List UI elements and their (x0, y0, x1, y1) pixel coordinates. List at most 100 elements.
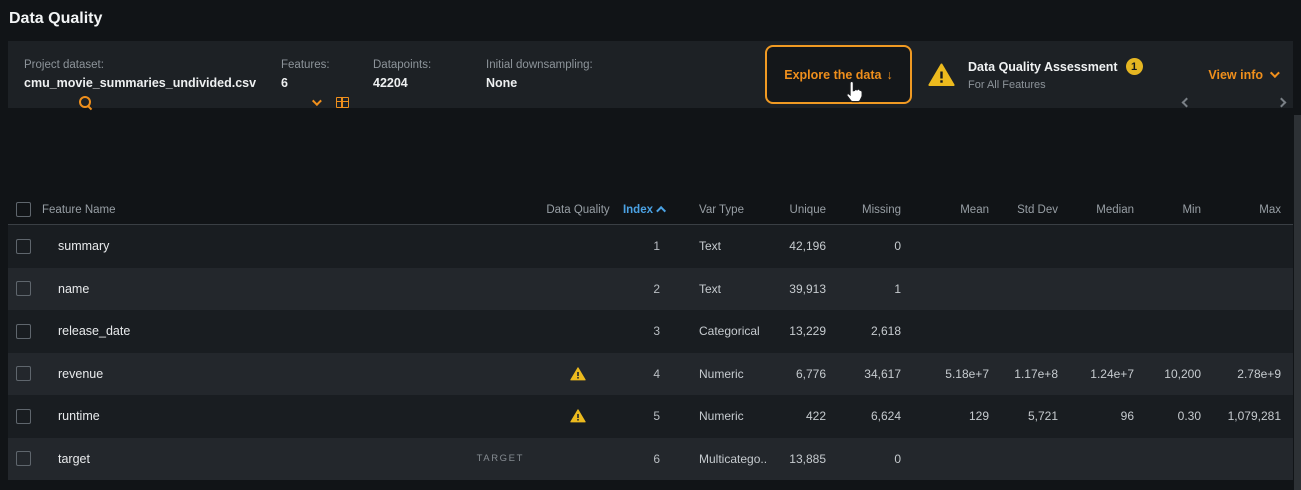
median-value: 1.24e+7 (1090, 366, 1134, 381)
missing-value: 0 (894, 451, 901, 466)
table-row[interactable]: release_date 3 Categorical 13,229 2,618 (8, 310, 1293, 353)
unique-value: 422 (805, 409, 826, 424)
data-quality-cell (538, 367, 618, 381)
unique-value: 13,229 (789, 324, 826, 339)
missing-value: 0 (894, 239, 901, 254)
row-checkbox[interactable] (16, 323, 31, 339)
field-value: 42204 (373, 76, 408, 90)
missing-value: 1 (894, 281, 901, 296)
assessment-subtitle: For All Features (968, 79, 1046, 91)
field-value: 6 (281, 76, 288, 90)
col-mean[interactable]: Mean (960, 203, 989, 216)
unique-value: 13,885 (789, 451, 826, 466)
assessment-count-badge: 1 (1125, 58, 1143, 75)
table-body: summary 1 Text 42,196 0 name (8, 225, 1293, 480)
var-type-value: Multicatego... (699, 451, 768, 466)
unique-value: 39,913 (789, 281, 826, 296)
col-feature-name[interactable]: Feature Name (42, 203, 116, 216)
search-icon (78, 95, 92, 109)
table-header-row: Feature Name Data Quality Index Var Type… (8, 195, 1293, 225)
field-downsampling: Initial downsampling: None (486, 59, 646, 90)
data-quality-assessment: Data Quality Assessment 1 For All Featur… (928, 41, 1143, 108)
table-row[interactable]: runtime 5 Numeric 422 6,624 129 5,721 96… (8, 395, 1293, 438)
missing-value: 2,618 (870, 324, 901, 339)
col-unique[interactable]: Unique (789, 203, 826, 216)
field-label: Datapoints: (373, 59, 432, 71)
max-value: 2.78e+9 (1237, 366, 1281, 381)
feature-name: release_date (58, 324, 131, 339)
field-label: Project dataset: (24, 59, 104, 71)
missing-value: 34,617 (864, 366, 901, 381)
mean-value: 129 (968, 409, 989, 424)
col-median[interactable]: Median (1096, 203, 1134, 216)
index-value: 2 (653, 281, 660, 296)
missing-value: 6,624 (870, 409, 901, 424)
vertical-scrollbar[interactable] (1294, 115, 1301, 490)
index-value: 1 (653, 239, 660, 254)
feature-name: summary (58, 239, 110, 254)
select-all-checkbox[interactable] (16, 202, 31, 217)
table-row[interactable]: summary 1 Text 42,196 0 (8, 225, 1293, 268)
median-value: 96 (1120, 409, 1134, 424)
warning-triangle-icon (570, 367, 586, 381)
row-checkbox[interactable] (16, 408, 31, 424)
max-value: 1,079,281 (1227, 409, 1281, 424)
field-features: Features: 6 (281, 59, 373, 90)
col-missing[interactable]: Missing (862, 203, 901, 216)
var-type-value: Text (699, 281, 722, 296)
std-dev-value: 5,721 (1027, 409, 1058, 424)
warning-triangle-icon (928, 63, 955, 87)
sort-ascending-icon (656, 205, 667, 216)
row-checkbox[interactable] (16, 238, 31, 254)
row-checkbox[interactable] (16, 451, 31, 467)
row-checkbox[interactable] (16, 281, 31, 297)
field-label: Features: (281, 59, 330, 71)
feature-name: target (58, 451, 90, 466)
var-type-value: Text (699, 239, 722, 254)
col-min[interactable]: Min (1182, 203, 1201, 216)
unique-value: 42,196 (789, 239, 826, 254)
col-var-type[interactable]: Var Type (699, 203, 744, 216)
mean-value: 5.18e+7 (945, 366, 989, 381)
col-data-quality[interactable]: Data Quality (546, 203, 610, 216)
field-label: Initial downsampling: (486, 59, 593, 71)
col-std-dev[interactable]: Std Dev (1017, 203, 1058, 216)
assessment-text: Data Quality Assessment 1 For All Featur… (968, 58, 1143, 91)
table-grid-icon (335, 96, 349, 108)
row-checkbox[interactable] (16, 366, 31, 382)
field-value: cmu_movie_summaries_undivided.csv (24, 76, 257, 90)
dataset-fields: Project dataset: cmu_movie_summaries_und… (8, 59, 646, 90)
chevron-down-icon (1269, 68, 1280, 79)
var-type-value: Numeric (699, 366, 744, 381)
index-value: 6 (653, 451, 660, 466)
down-arrow-icon: ↓ (886, 67, 893, 82)
feature-table: Feature Name Data Quality Index Var Type… (8, 195, 1293, 480)
warning-triangle-icon (570, 409, 586, 423)
index-value: 5 (653, 409, 660, 424)
view-info-label: View info (1208, 67, 1263, 82)
explore-button-label: Explore the data (784, 67, 882, 82)
table-row[interactable]: target TARGET 6 Multicatego... 13,885 0 (8, 437, 1293, 480)
index-value: 4 (653, 366, 660, 381)
field-project-dataset: Project dataset: cmu_movie_summaries_und… (24, 59, 281, 90)
unique-value: 6,776 (795, 366, 826, 381)
explore-the-data-button[interactable]: Explore the data ↓ (765, 45, 912, 104)
page-title: Data Quality (9, 10, 103, 27)
index-value: 3 (653, 324, 660, 339)
target-tag: TARGET (476, 453, 524, 465)
view-info-button[interactable]: View info (1208, 41, 1280, 108)
dataset-summary-panel: Project dataset: cmu_movie_summaries_und… (8, 41, 1293, 108)
table-row[interactable]: name 2 Text 39,913 1 (8, 267, 1293, 310)
col-max[interactable]: Max (1259, 203, 1281, 216)
data-quality-cell (538, 409, 618, 423)
col-index-label: Index (622, 203, 653, 216)
col-index-sorted[interactable]: Index (618, 204, 676, 216)
table-row[interactable]: revenue 4 Numeric 6,776 34,617 5.18e+7 1… (8, 352, 1293, 395)
feature-name: revenue (58, 366, 104, 381)
assessment-title: Data Quality Assessment (968, 59, 1118, 74)
std-dev-value: 1.17e+8 (1014, 366, 1058, 381)
min-value: 0.30 (1177, 409, 1201, 424)
field-datapoints: Datapoints: 42204 (373, 59, 486, 90)
field-value: None (486, 76, 518, 90)
var-type-value: Categorical (699, 324, 760, 339)
